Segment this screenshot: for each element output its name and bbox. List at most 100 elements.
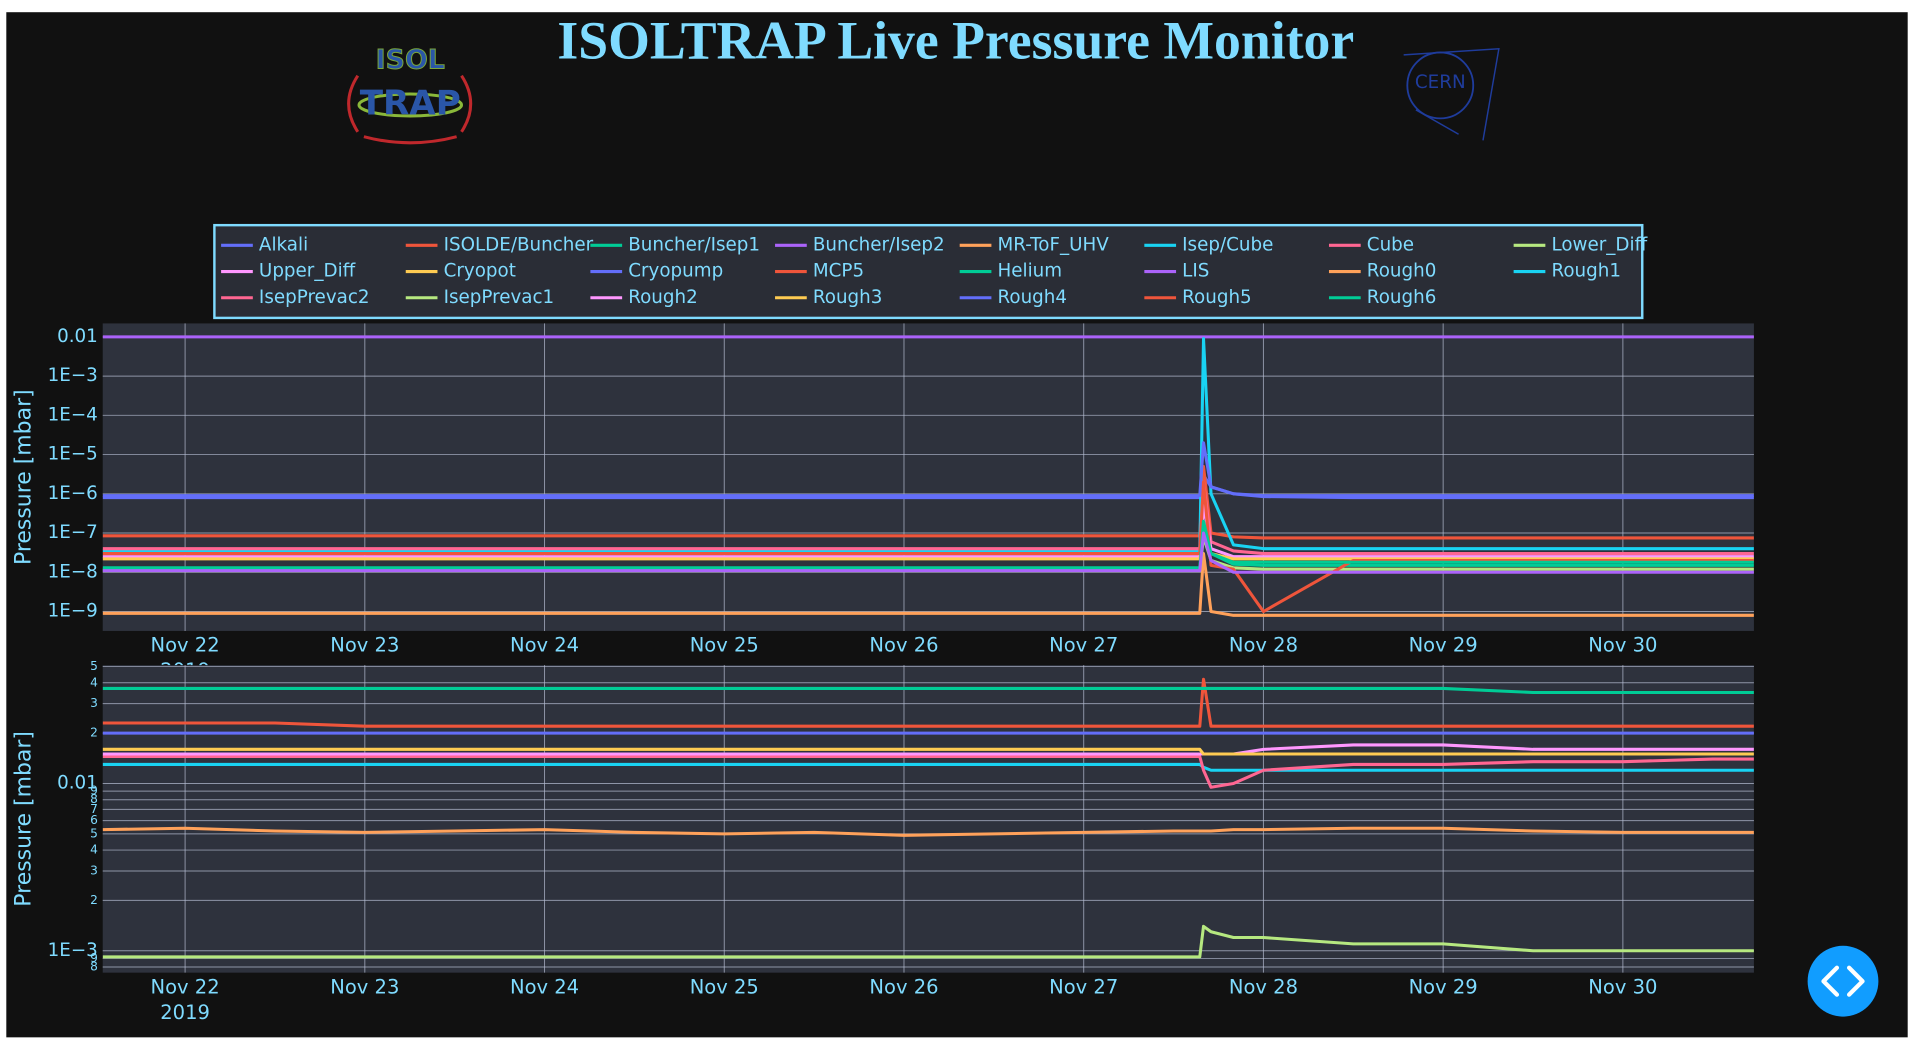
x-tick-label: Nov 27: [1049, 633, 1118, 656]
legend-label: Lower_Diff: [1551, 234, 1647, 255]
plot-area: [102, 323, 1754, 631]
x-tick-label: Nov 23: [330, 633, 399, 656]
y-tick-label: 1E−4: [48, 404, 98, 425]
plot-area: [102, 665, 1754, 973]
series-line: [102, 464, 1754, 540]
logo-arc: [460, 74, 473, 133]
series-line: [102, 743, 1754, 756]
logo-ring: [357, 92, 464, 118]
series-line: [102, 686, 1754, 694]
series-line: [102, 480, 1754, 556]
legend-label: Alkali: [259, 234, 308, 255]
logo-arc: [347, 74, 360, 133]
legend-label: IsepPrevac1: [444, 287, 555, 308]
legend-label: Cube: [1367, 234, 1414, 255]
series-line: [102, 441, 1754, 498]
logo-arc: [363, 135, 458, 145]
series-line: [102, 754, 1754, 789]
x-tick-label: Nov 30: [1588, 975, 1657, 998]
series-line: [102, 531, 1754, 561]
series-line: [102, 337, 1754, 553]
y-tick-label: 5: [90, 659, 98, 673]
y-tick-label: 8: [90, 959, 98, 973]
legend-label: Rough1: [1551, 261, 1621, 282]
y-tick-label: 9: [90, 951, 98, 965]
series-line: [102, 677, 1754, 728]
legend-label: MR-ToF_UHV: [998, 234, 1110, 255]
y-tick-label: 7: [90, 802, 98, 816]
legend-label: MCP5: [813, 261, 864, 282]
legend-label: Cryopot: [444, 261, 516, 282]
series-line: [102, 826, 1754, 837]
logo-text: TRAP: [360, 83, 461, 123]
button-icon[interactable]: [1821, 965, 1865, 997]
legend-label: Rough3: [813, 287, 883, 308]
y-tick-label: 3: [90, 696, 98, 710]
y-tick-label: 9: [90, 784, 98, 798]
series-line: [102, 552, 1754, 617]
series-line: [102, 762, 1754, 772]
x-tick-label: Nov 27: [1049, 975, 1118, 998]
x-tick-label: Nov 29: [1409, 633, 1478, 656]
legend-label: Rough4: [998, 287, 1068, 308]
series-line: [102, 480, 1754, 614]
series-line: [102, 747, 1754, 756]
legend-label: Cryopump: [628, 261, 723, 282]
legend-label: Isep/Cube: [1182, 234, 1273, 255]
x-tick-label: Nov 24: [510, 975, 579, 998]
legend-label: Rough5: [1182, 287, 1252, 308]
x-tick-label: Nov 26: [869, 633, 938, 656]
legend-label: Buncher/Isep2: [813, 234, 945, 255]
legend-label: ISOLDE/Buncher: [444, 234, 594, 255]
x-tick-label: Nov 28: [1229, 633, 1298, 656]
page-title: ISOLTRAP Live Pressure Monitor: [557, 11, 1354, 71]
y-tick-label: 1E−8: [48, 561, 98, 582]
y-tick-label: 2: [90, 893, 98, 907]
x-tick-label: Nov 29: [1409, 975, 1478, 998]
legend-label: Rough6: [1367, 287, 1437, 308]
series-line: [102, 504, 1754, 559]
y-tick-label: 4: [90, 675, 98, 689]
y-tick-label: 1E−5: [48, 444, 98, 465]
x-tick-label: Nov 30: [1588, 633, 1657, 656]
y-tick-label: 4: [90, 843, 98, 857]
y-tick-label: 1E−3: [48, 940, 98, 961]
legend-label: Buncher/Isep1: [628, 234, 760, 255]
x-tick-label: Nov 23: [330, 975, 399, 998]
legend-label: IsepPrevac2: [259, 287, 370, 308]
series-line: [102, 531, 1754, 574]
legend-box: [213, 223, 1644, 320]
y-axis-title: Pressure [mbar]: [12, 389, 37, 565]
x-tick-label: Nov 26: [869, 975, 938, 998]
cern-logo: CERN: [1403, 48, 1500, 141]
legend-label: Rough2: [628, 287, 698, 308]
y-tick-label: 8: [90, 792, 98, 806]
y-axis-title: Pressure [mbar]: [12, 731, 37, 907]
x-tick-label: Nov 25: [690, 633, 759, 656]
y-tick-label: 3: [90, 863, 98, 877]
series-line: [102, 519, 1754, 570]
legend-label: Rough0: [1367, 261, 1437, 282]
isoltrap-logo: ISOL TRAP: [347, 44, 473, 145]
button-circle[interactable]: [1807, 945, 1879, 1017]
series-line: [102, 924, 1754, 959]
y-tick-label: 0.01: [57, 326, 98, 347]
y-tick-label: 1E−9: [48, 601, 98, 622]
x-tick-label: Nov 24: [510, 633, 579, 656]
y-tick-label: 1E−7: [48, 522, 98, 543]
legend-label: Helium: [998, 261, 1063, 282]
legend-label: LIS: [1182, 261, 1209, 282]
x-tick-label: Nov 25: [690, 975, 759, 998]
x-tick-label: Nov 28: [1229, 975, 1298, 998]
logo-lines: [1403, 48, 1500, 141]
code-toggle-button[interactable]: [1807, 945, 1879, 1017]
series-line: [102, 473, 1754, 500]
legend-label: Upper_Diff: [259, 261, 356, 282]
y-tick-label: 1E−6: [48, 483, 98, 504]
y-tick-label: 1E−3: [48, 365, 98, 386]
logo-text: ISOL: [376, 45, 445, 76]
y-tick-label: 0.01: [57, 772, 98, 793]
